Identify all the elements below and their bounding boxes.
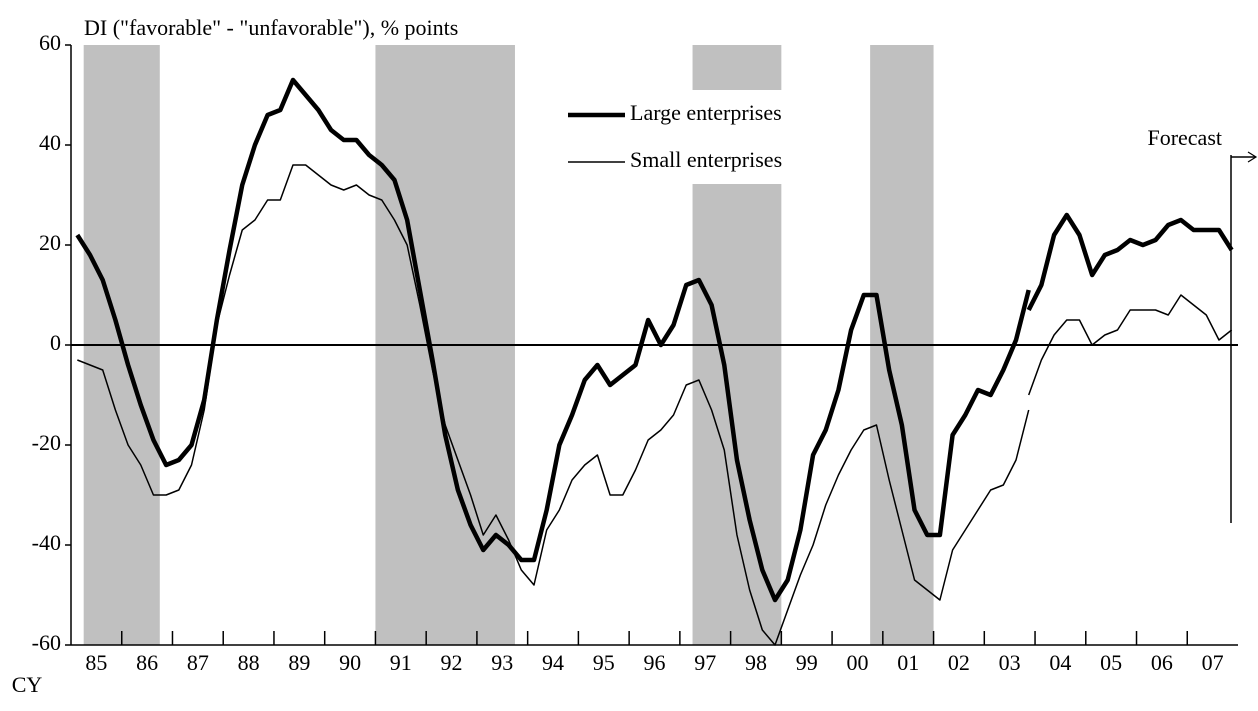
x-tick-label: 98 (745, 650, 767, 675)
series-line (77, 164, 1030, 646)
x-tick-label: 01 (897, 650, 919, 675)
x-tick-label: 91 (390, 650, 412, 675)
y-tick-label: -40 (32, 530, 61, 555)
x-tick-label: 92 (441, 650, 463, 675)
chart-title: DI ("favorable" - "unfavorable"), % poin… (84, 15, 458, 40)
x-axis-label: CY (12, 672, 43, 697)
x-tick-label: 87 (187, 650, 209, 675)
y-tick-label: -60 (32, 630, 61, 655)
y-tick-label: 0 (50, 330, 61, 355)
series-line (75, 77, 1031, 603)
y-tick-label: -20 (32, 430, 61, 455)
x-tick-label: 00 (846, 650, 868, 675)
x-tick-label: 06 (1151, 650, 1173, 675)
x-tick-label: 85 (85, 650, 107, 675)
legend-background (560, 90, 840, 184)
forecast-label: Forecast (1147, 125, 1222, 150)
x-tick-label: 03 (999, 650, 1021, 675)
x-tick-label: 97 (694, 650, 716, 675)
x-tick-label: 88 (238, 650, 260, 675)
x-tick-label: 05 (1100, 650, 1122, 675)
series-line (1027, 294, 1233, 396)
x-tick-label: 96 (644, 650, 666, 675)
legend-label: Large enterprises (630, 100, 782, 125)
x-tick-label: 89 (288, 650, 310, 675)
y-tick-label: 60 (39, 30, 61, 55)
x-tick-label: 07 (1202, 650, 1224, 675)
x-tick-label: 86 (136, 650, 158, 675)
x-tick-label: 99 (796, 650, 818, 675)
y-tick-label: 20 (39, 230, 61, 255)
x-tick-label: 90 (339, 650, 361, 675)
y-tick-label: 40 (39, 130, 61, 155)
x-tick-label: 04 (1049, 650, 1071, 675)
x-tick-label: 94 (542, 650, 564, 675)
forecast-arrowhead (1247, 151, 1258, 163)
series-line (1026, 212, 1234, 312)
x-tick-label: 02 (948, 650, 970, 675)
legend-label: Small enterprises (630, 147, 782, 172)
x-tick-label: 93 (491, 650, 513, 675)
x-tick-label: 95 (593, 650, 615, 675)
